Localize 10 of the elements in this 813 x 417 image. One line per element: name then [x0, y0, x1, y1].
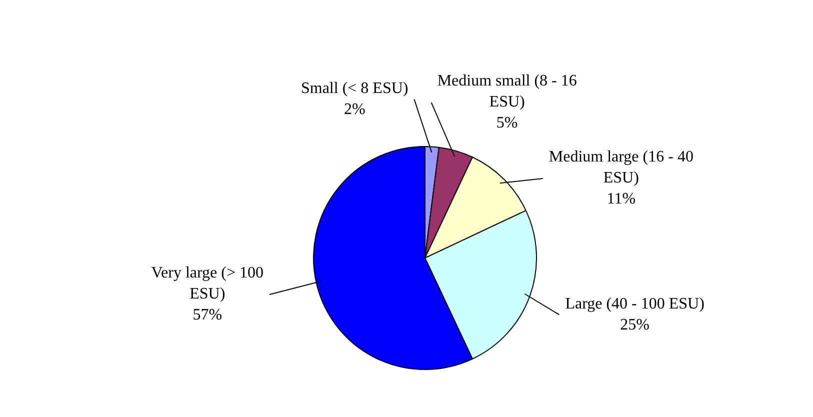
data-label: 11% — [606, 190, 636, 208]
slice-label: Large (40 - 100 ESU) — [565, 295, 704, 312]
slice-label: Medium large (16 - 40 ESU) — [548, 148, 694, 187]
slice-label: Very large (> 100 ESU) — [151, 264, 264, 303]
slice-label: Medium small (8 - 16 ESU) — [437, 72, 577, 111]
data-label: 2% — [344, 101, 366, 118]
data-label: 5% — [496, 114, 518, 132]
data-label: 57% — [192, 306, 222, 324]
slice-label: Small (< 8 ESU) — [300, 80, 408, 98]
data-label: 25% — [620, 316, 650, 334]
